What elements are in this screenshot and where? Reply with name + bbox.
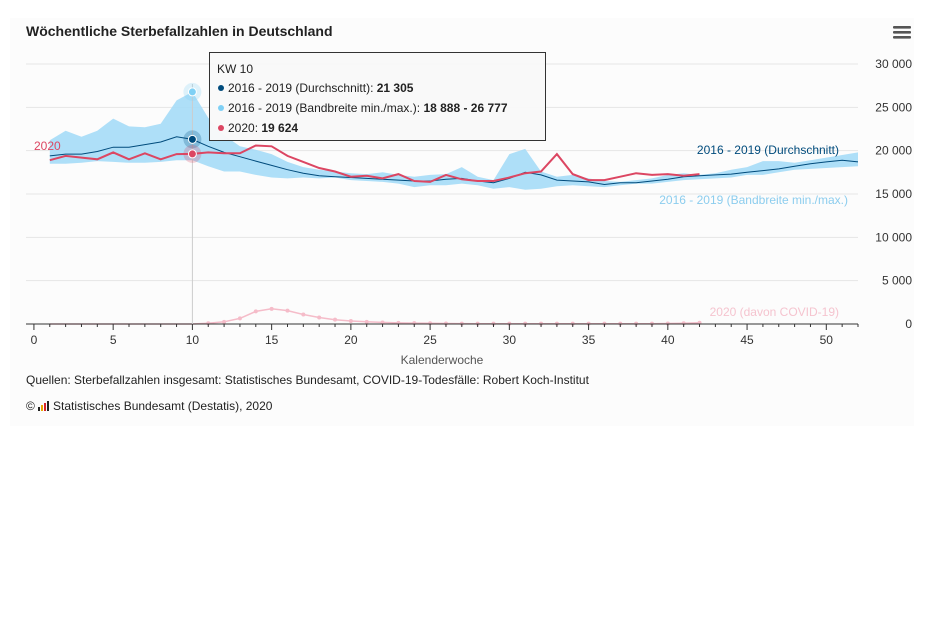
tooltip-box (209, 52, 546, 141)
series-label-bandbreite: 2016 - 2019 (Bandbreite min./max.) (659, 193, 848, 207)
y-tick-label: 10 000 (875, 230, 912, 244)
covid-point (317, 315, 322, 320)
tooltip: KW 10 2016 - 2019 (Durchschnitt): 21 305… (209, 52, 546, 141)
credits-sources: Quellen: Sterbefallzahlen insgesamt: Sta… (26, 373, 590, 387)
tooltip-row-value: 19 624 (261, 121, 298, 135)
y-tick-label: 15 000 (875, 187, 912, 201)
x-tick-label: 45 (740, 333, 754, 347)
covid-point (253, 309, 258, 314)
menu-bar (893, 26, 911, 29)
covid-point (269, 306, 274, 311)
series-label-covid: 2020 (davon COVID-19) (710, 305, 839, 319)
x-axis: 0 5 10 15 20 25 30 35 40 45 50 (26, 323, 859, 347)
tooltip-header: KW 10 (217, 62, 253, 76)
series-label-2020: 2020 (34, 139, 61, 153)
tooltip-row-value: 21 305 (377, 81, 414, 95)
menu-bar (893, 36, 911, 39)
tooltip-row: 2016 - 2019 (Bandbreite min./max.): 18 8… (228, 101, 508, 115)
line-2020 (49, 144, 700, 183)
x-tick-label: 0 (31, 333, 38, 347)
y-tick-label: 25 000 (875, 100, 912, 114)
tooltip-bullet (218, 85, 224, 91)
tooltip-row: 2020: 19 624 (228, 121, 298, 135)
x-tick-label: 30 (503, 333, 517, 347)
y-tick-label: 30 000 (875, 57, 912, 71)
tooltip-row: 2016 - 2019 (Durchschnitt): 21 305 (228, 81, 414, 95)
avg-line (49, 136, 859, 186)
tooltip-row-label: 2020: (228, 121, 261, 135)
covid-point (285, 308, 290, 313)
covid-point (222, 319, 227, 324)
marker-point (187, 149, 197, 159)
covid-point (333, 317, 338, 322)
covid-point (364, 319, 369, 324)
x-tick-label: 15 (265, 333, 279, 347)
x-tick-label: 10 (186, 333, 200, 347)
marker-point (187, 134, 197, 144)
covid-point (380, 320, 385, 325)
x-tick-label: 20 (344, 333, 358, 347)
covid-point (237, 316, 242, 321)
x-tick-label: 50 (820, 333, 834, 347)
x-tick-label: 40 (661, 333, 675, 347)
tooltip-row-label: 2016 - 2019 (Bandbreite min./max.): (228, 101, 423, 115)
y-tick-label: 0 (905, 317, 912, 331)
credits-copyright: Statistisches Bundesamt (Destatis), 2020 (53, 399, 273, 413)
x-tick-label: 5 (110, 333, 117, 347)
y-axis-labels: 0 5 000 10 000 15 000 20 000 25 000 30 000 (875, 57, 912, 331)
x-axis-title: Kalenderwoche (401, 353, 484, 367)
x-tick-label: 35 (582, 333, 596, 347)
copyright-symbol: © (26, 399, 35, 413)
band-area (49, 91, 859, 190)
chart-title: Wöchentliche Sterbefallzahlen in Deutsch… (26, 23, 333, 39)
tooltip-row-value: 18 888 - 26 777 (423, 101, 507, 115)
tooltip-bullet (218, 105, 224, 111)
tooltip-markers (183, 82, 202, 324)
menu-bar (893, 31, 911, 34)
covid-point (301, 312, 306, 317)
destatis-logo-icon (38, 401, 49, 411)
tooltip-row-label: 2016 - 2019 (Durchschnitt): (228, 81, 377, 95)
covid-point (348, 318, 353, 323)
y-tick-label: 20 000 (875, 144, 912, 158)
marker-point (187, 87, 197, 97)
tooltip-bullet (218, 125, 224, 131)
hamburger-menu-icon[interactable] (893, 26, 911, 39)
series-label-durchschnitt: 2016 - 2019 (Durchschnitt) (697, 143, 839, 157)
y-tick-label: 5 000 (882, 274, 912, 288)
x-tick-label: 25 (423, 333, 437, 347)
